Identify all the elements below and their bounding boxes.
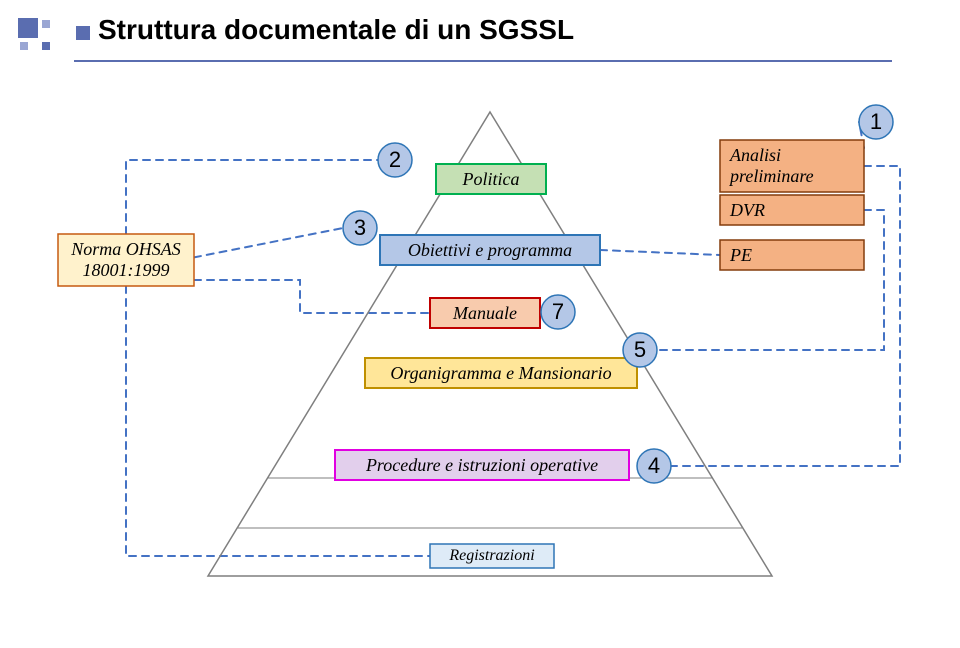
number-1: 1 — [859, 105, 893, 139]
number-3: 3 — [343, 211, 377, 245]
node-norma: Norma OHSAS18001:1999 — [58, 234, 194, 286]
node-manuale: Manuale — [430, 298, 540, 328]
number-4: 4 — [637, 449, 671, 483]
number-7: 7 — [541, 295, 575, 329]
node-analisi: Analisipreliminare — [720, 140, 864, 192]
node-pe: PE — [720, 240, 864, 270]
number-2: 2 — [378, 143, 412, 177]
node-politica: Politica — [436, 164, 546, 194]
number-5: 5 — [623, 333, 657, 367]
node-dvr: DVR — [720, 195, 864, 225]
node-obiettivi: Obiettivi e programma — [380, 235, 600, 265]
node-procedure: Procedure e istruzioni operative — [335, 450, 629, 480]
node-registrazioni: Registrazioni — [430, 544, 554, 568]
node-organigramma: Organigramma e Mansionario — [365, 358, 637, 388]
